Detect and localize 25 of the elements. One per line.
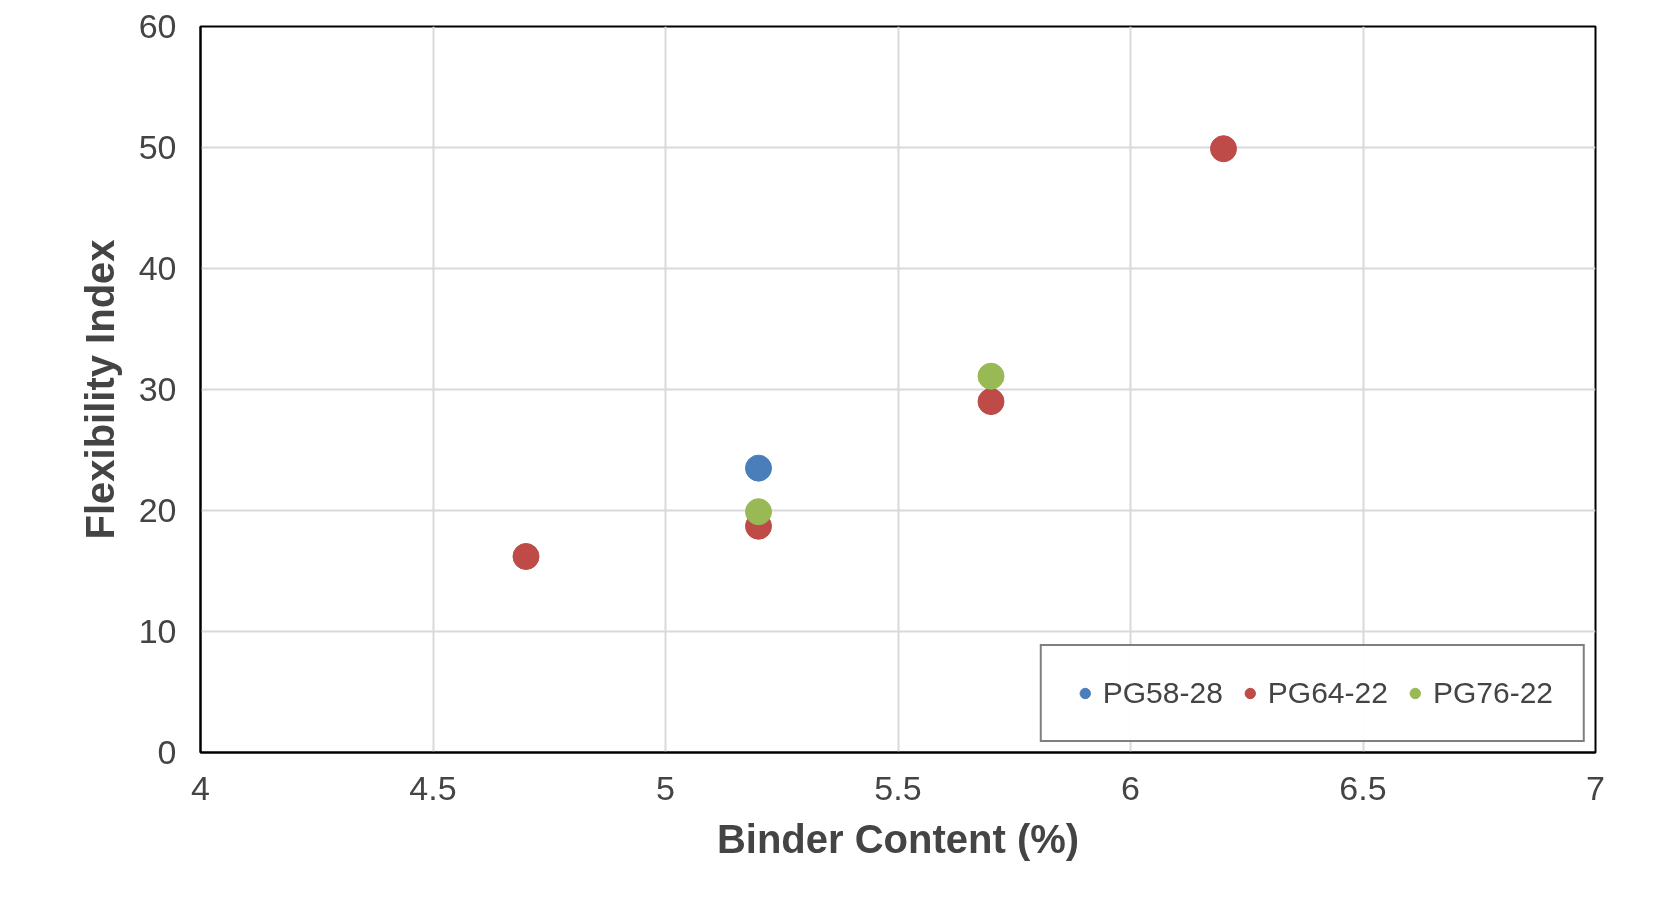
legend-label: PG58-28 (1102, 676, 1223, 710)
legend-label: PG76-22 (1432, 676, 1553, 710)
x-tick-label: 4 (191, 768, 210, 807)
y-tick-label: 0 (157, 733, 177, 771)
x-tick-label: 6.5 (1339, 768, 1387, 807)
point (512, 543, 540, 570)
x-tick-label: 5.5 (874, 768, 922, 807)
x-tick-label: 7 (1586, 768, 1605, 807)
x-tick-label: 5 (656, 768, 675, 807)
y-tick-label: 50 (138, 128, 177, 166)
point (745, 498, 772, 526)
y-tick-label: 40 (138, 249, 177, 287)
point (745, 454, 772, 482)
x-axis-title: Binder Content (%) (716, 816, 1080, 861)
y-tick-label: 30 (138, 370, 177, 408)
y-tick-label: 20 (138, 491, 177, 529)
point (977, 388, 1005, 416)
point (977, 362, 1005, 390)
point (1210, 135, 1237, 163)
x-tick-label: 4.5 (409, 768, 457, 807)
legend-label: PG64-22 (1267, 676, 1388, 710)
y-axis-title: Flexibility Index (77, 239, 122, 540)
y-tick-label: 60 (138, 7, 177, 45)
x-tick-label: 6 (1121, 768, 1140, 807)
y-tick-label: 10 (138, 612, 177, 650)
